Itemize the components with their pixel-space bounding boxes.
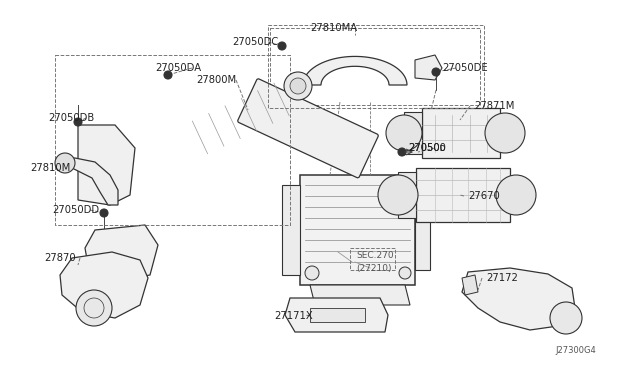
Polygon shape [282, 185, 300, 275]
Circle shape [290, 78, 306, 94]
Text: 27810M: 27810M [30, 163, 70, 173]
Text: 27050DE: 27050DE [442, 63, 488, 73]
Text: 27870: 27870 [44, 253, 76, 263]
Text: 27670: 27670 [468, 191, 500, 201]
Circle shape [74, 118, 82, 126]
Text: 27800M: 27800M [196, 75, 236, 85]
Circle shape [399, 267, 411, 279]
Polygon shape [300, 175, 415, 285]
Text: SEC.270: SEC.270 [356, 251, 394, 260]
Text: 27172: 27172 [486, 273, 518, 283]
FancyBboxPatch shape [237, 79, 378, 178]
Circle shape [284, 72, 312, 100]
Circle shape [305, 266, 319, 280]
Polygon shape [310, 285, 410, 305]
Circle shape [386, 115, 422, 151]
Circle shape [399, 181, 411, 193]
Text: (27210): (27210) [356, 263, 392, 273]
Circle shape [378, 175, 418, 215]
Polygon shape [404, 112, 422, 154]
Circle shape [432, 68, 440, 76]
Polygon shape [310, 308, 365, 322]
Polygon shape [85, 225, 158, 280]
Polygon shape [415, 55, 442, 80]
Circle shape [278, 42, 286, 50]
Polygon shape [60, 252, 148, 318]
Polygon shape [462, 268, 575, 330]
Polygon shape [285, 298, 388, 332]
Polygon shape [60, 158, 118, 205]
Polygon shape [462, 275, 478, 295]
Text: 27871M: 27871M [474, 101, 515, 111]
Text: J27300G4: J27300G4 [556, 346, 596, 355]
Circle shape [76, 290, 112, 326]
Text: 27050DC: 27050DC [232, 37, 278, 47]
Circle shape [55, 153, 75, 173]
Polygon shape [416, 168, 510, 222]
Text: 27810MA: 27810MA [310, 23, 357, 33]
Polygon shape [398, 172, 416, 218]
Polygon shape [415, 190, 430, 270]
Text: 27171X: 27171X [274, 311, 313, 321]
Polygon shape [422, 108, 500, 158]
Circle shape [550, 302, 582, 334]
Text: 27050DA: 27050DA [155, 63, 201, 73]
Polygon shape [303, 57, 407, 85]
Circle shape [485, 113, 525, 153]
Circle shape [100, 209, 108, 217]
Circle shape [398, 148, 406, 156]
Text: 27050ᴅ: 27050ᴅ [408, 143, 445, 153]
Text: 270500: 270500 [408, 143, 446, 153]
Circle shape [164, 71, 172, 79]
Text: 27050DD: 27050DD [52, 205, 99, 215]
Polygon shape [78, 125, 135, 205]
Circle shape [496, 175, 536, 215]
Text: 27050DB: 27050DB [48, 113, 94, 123]
